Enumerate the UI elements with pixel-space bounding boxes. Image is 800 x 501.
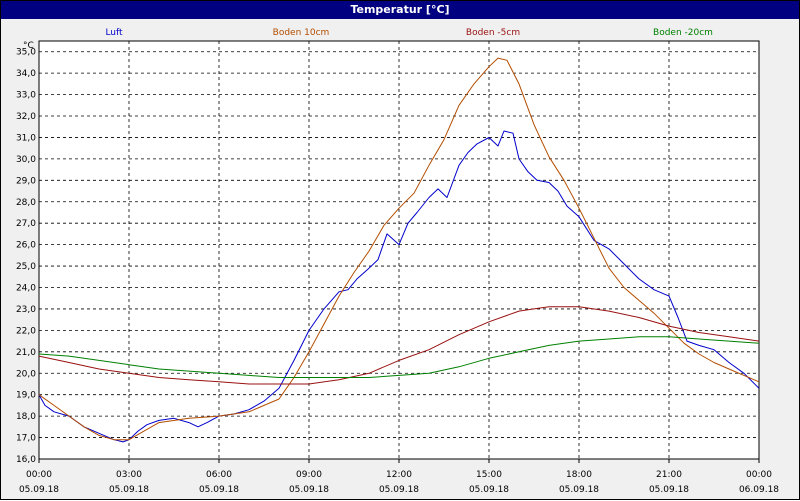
series-line-2 [38,306,760,385]
x-tick-date: 05.09.18 [469,485,509,495]
y-axis-unit: °C [23,41,34,51]
y-tick-label: 23,0 [16,305,36,315]
series-line-0 [38,130,760,443]
y-tick-label: 30,0 [16,155,36,165]
y-tick-label: 17,0 [16,434,36,444]
x-tick-time: 18:00 [566,470,592,480]
y-tick-label: 21,0 [16,348,36,358]
x-tick-time: 15:00 [476,470,502,480]
y-tick-label: 19,0 [16,391,36,401]
y-tick-label: 31,0 [16,133,36,143]
legend-entry-1: Boden 10cm [273,28,330,38]
x-tick-time: 03:00 [116,470,142,480]
y-tick-label: 33,0 [16,91,36,101]
window-title: Temperatur [°C] [1,1,799,19]
x-tick-date: 05.09.18 [379,485,419,495]
legend-entry-3: Boden -20cm [653,28,713,38]
x-tick-date: 05.09.18 [19,485,59,495]
x-tick-time: 00:00 [746,470,772,480]
y-tick-label: 16,0 [16,455,36,465]
y-tick-label: 20,0 [16,369,36,379]
y-tick-label: 34,0 [16,69,36,79]
y-tick-label: 25,0 [16,262,36,272]
y-tick-label: 22,0 [16,326,36,336]
y-tick-label: 32,0 [16,112,36,122]
x-tick-date: 05.09.18 [199,485,239,495]
series-line-1 [38,57,760,441]
x-tick-time: 06:00 [206,470,232,480]
x-tick-time: 21:00 [656,470,682,480]
x-tick-time: 00:00 [26,470,52,480]
y-tick-label: 26,0 [16,241,36,251]
x-tick-date: 05.09.18 [289,485,329,495]
x-tick-date: 05.09.18 [559,485,599,495]
x-tick-time: 09:00 [296,470,322,480]
y-tick-label: 27,0 [16,219,36,229]
y-tick-label: 29,0 [16,176,36,186]
y-tick-label: 24,0 [16,284,36,294]
y-tick-label: 18,0 [16,412,36,422]
x-tick-date: 05.09.18 [109,485,149,495]
x-tick-date: 06.09.18 [739,485,779,495]
y-tick-label: 28,0 [16,198,36,208]
series-line-3 [38,336,760,378]
x-tick-time: 12:00 [386,470,412,480]
x-tick-date: 05.09.18 [649,485,689,495]
y-tick-label: 35,0 [16,48,36,58]
legend-entry-0: Luft [105,28,123,38]
legend-entry-2: Boden -5cm [466,28,520,38]
